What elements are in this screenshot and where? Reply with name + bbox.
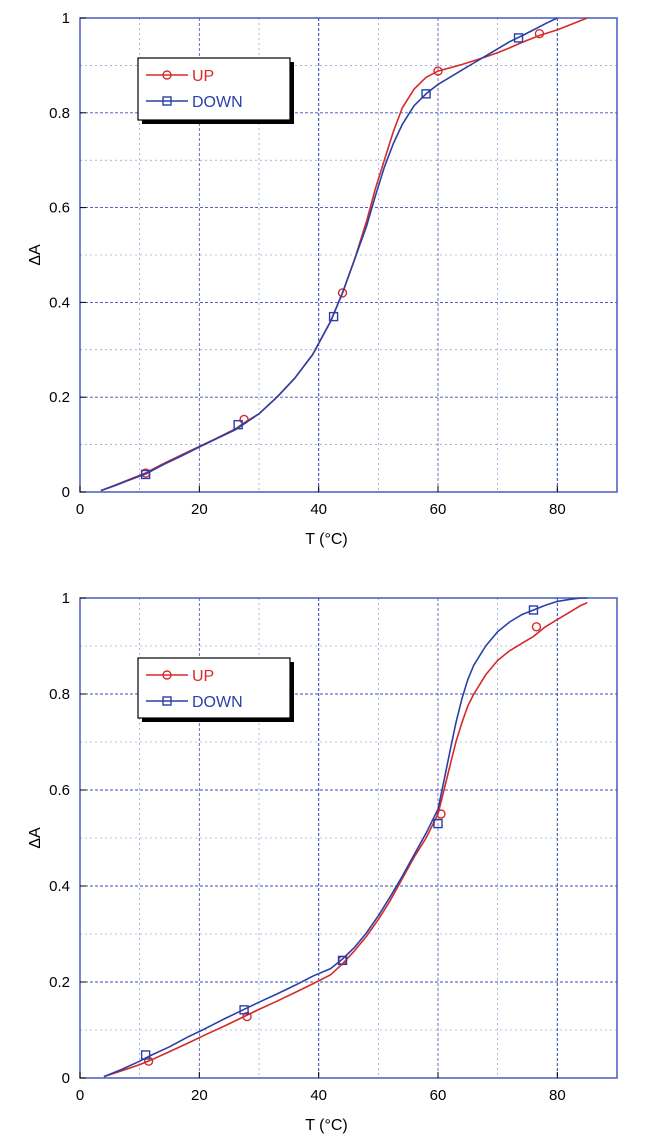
legend-label-down: DOWN — [192, 694, 243, 711]
x-tick-label: 60 — [430, 1087, 447, 1104]
marker-down — [233, 419, 243, 430]
x-tick-label: 40 — [310, 501, 327, 518]
legend-marker-up — [162, 70, 172, 80]
x-tick-label: 20 — [191, 501, 208, 518]
marker-down — [140, 469, 151, 480]
y-tick-label: 0.6 — [49, 200, 70, 217]
y-axis-label: ΔA — [27, 827, 44, 849]
y-tick-label: 1 — [62, 590, 70, 607]
marker-down — [328, 311, 339, 322]
legend: UP DOWN — [137, 657, 294, 722]
legend-label-up: UP — [192, 668, 214, 685]
legend: UP DOWN — [137, 57, 294, 124]
legend-marker-down — [162, 696, 172, 706]
plot-frame — [79, 17, 618, 493]
marker-down — [513, 33, 524, 43]
y-tick-label: 0 — [62, 484, 70, 501]
y-tick-label: 1 — [62, 10, 70, 27]
legend-label-down: DOWN — [192, 94, 243, 111]
x-tick-label: 80 — [549, 1087, 566, 1104]
x-axis-label: T (°C) — [305, 531, 348, 548]
y-tick-label: 0.8 — [49, 105, 70, 122]
marker-down — [421, 89, 431, 99]
marker-down — [239, 1005, 249, 1015]
chart-bottom: 0 20 40 60 80 0 0.2 0.4 0.6 0.8 1 T (°C) ΔA UP DOWN — [27, 590, 618, 1134]
y-tick-label: 0.4 — [49, 294, 70, 311]
marker-up — [242, 1011, 252, 1022]
y-tick-label: 0.6 — [49, 782, 70, 799]
marker-down — [337, 955, 348, 966]
x-tick-label: 80 — [549, 501, 566, 518]
marker-up — [433, 66, 443, 76]
marker-down — [433, 818, 443, 829]
x-tick-label: 0 — [76, 1087, 84, 1104]
marker-up — [531, 622, 542, 632]
legend-marker-down — [162, 96, 172, 106]
y-tick-label: 0.2 — [49, 974, 70, 991]
legend-label-up: UP — [192, 68, 214, 85]
x-tick-label: 0 — [76, 501, 84, 518]
y-tick-label: 0.8 — [49, 686, 70, 703]
x-tick-label: 60 — [430, 501, 447, 518]
legend-marker-up — [162, 670, 172, 680]
y-axis-label: ΔA — [27, 244, 44, 266]
plot-frame — [79, 597, 618, 1079]
x-axis-label: T (°C) — [305, 1117, 348, 1134]
series-line-up — [103, 602, 588, 1078]
series-line-down — [100, 17, 558, 492]
legend-box — [137, 57, 291, 121]
y-tick-label: 0.4 — [49, 878, 70, 895]
legend-box — [137, 657, 291, 719]
y-tick-label: 0.2 — [49, 389, 70, 406]
marker-up — [436, 809, 446, 819]
marker-up — [337, 288, 348, 298]
series-line-down — [103, 597, 588, 1078]
marker-down — [528, 605, 539, 615]
chart-top: 0 20 40 60 80 0 0.2 0.4 0.6 0.8 1 T (°C) ΔA UP DOWN — [27, 10, 618, 548]
grid — [80, 598, 617, 1078]
x-tick-label: 40 — [310, 1087, 327, 1104]
marker-down — [140, 1050, 151, 1060]
marker-up — [534, 28, 545, 39]
y-tick-label: 0 — [62, 1070, 70, 1087]
x-tick-label: 20 — [191, 1087, 208, 1104]
